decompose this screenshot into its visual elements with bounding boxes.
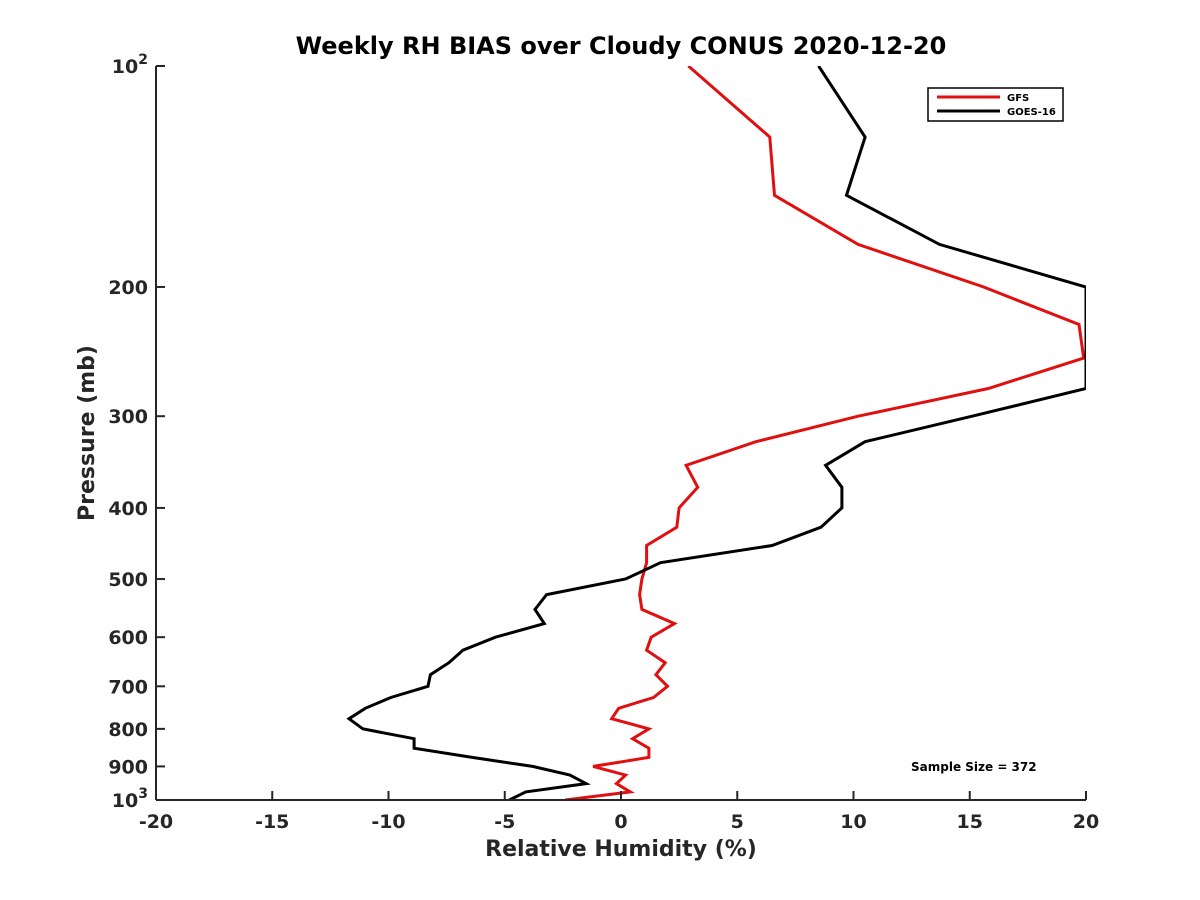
y-tick-label: 500 xyxy=(108,569,148,591)
legend-label-gfs: GFS xyxy=(1007,93,1029,104)
y-tick-label: 200 xyxy=(108,277,148,299)
y-tick-label: 103 xyxy=(112,786,148,812)
legend: GFS GOES-16 xyxy=(927,87,1064,122)
y-axis-ticks: 102 200 300 400 500 600 700 800 900 103 xyxy=(108,52,165,812)
x-tick-label: 20 xyxy=(1073,811,1099,833)
series-line-goes-16 xyxy=(346,66,1086,800)
series-line-gfs xyxy=(565,66,1086,800)
y-tick-label: 900 xyxy=(108,756,148,778)
y-tick-label: 102 xyxy=(112,52,148,78)
y-axis-label: Pressure (mb) xyxy=(75,345,100,521)
x-axis-ticks: -20 -15 -10 -5 0 5 10 15 20 xyxy=(139,791,1099,833)
x-tick-label: 0 xyxy=(614,811,627,833)
x-tick-label: -10 xyxy=(371,811,405,833)
y-tick-label: 800 xyxy=(108,719,148,741)
x-tick-label: 15 xyxy=(957,811,983,833)
x-tick-label: 10 xyxy=(840,811,866,833)
y-tick-label: 300 xyxy=(108,406,148,428)
y-tick-label: 600 xyxy=(108,627,148,649)
series-group xyxy=(346,66,1086,800)
x-tick-label: 5 xyxy=(731,811,744,833)
y-tick-label: 400 xyxy=(108,498,148,520)
x-axis-label: Relative Humidity (%) xyxy=(485,837,757,862)
legend-label-goes-16: GOES-16 xyxy=(1007,107,1056,118)
legend-box xyxy=(927,87,1064,122)
sample-size-annotation: Sample Size = 372 xyxy=(911,760,1037,774)
x-tick-label: -5 xyxy=(494,811,515,833)
chart-title: Weekly RH BIAS over Cloudy CONUS 2020-12… xyxy=(296,32,947,60)
x-tick-label: -20 xyxy=(139,811,173,833)
x-tick-label: -15 xyxy=(255,811,289,833)
y-tick-label: 700 xyxy=(108,676,148,698)
